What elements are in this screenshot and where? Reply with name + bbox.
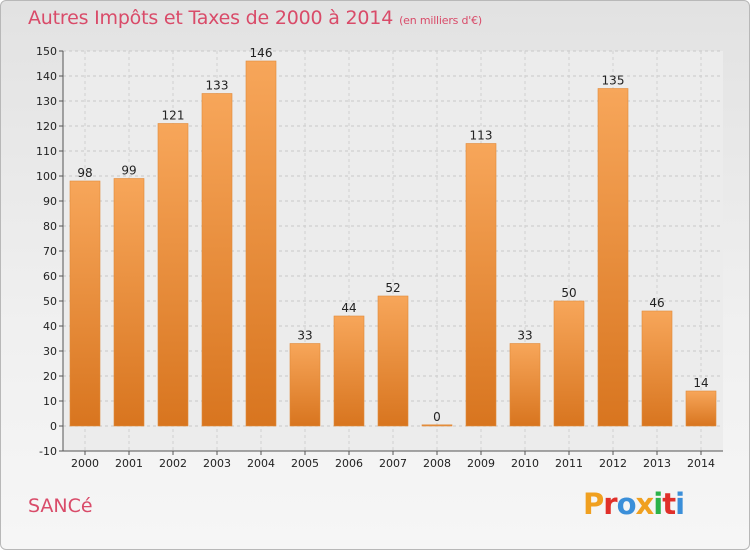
y-tick-label: 50 [43, 295, 57, 308]
x-tick-label: 2010 [511, 457, 539, 470]
logo-letter: x [635, 487, 655, 521]
bar [377, 295, 409, 427]
y-tick-label: 90 [43, 195, 57, 208]
y-tick-label: 10 [43, 395, 57, 408]
bar [553, 300, 585, 427]
bar-value-label: 14 [693, 376, 708, 390]
bar-value-label: 121 [162, 109, 185, 123]
bar-value-label: 99 [121, 164, 136, 178]
chart-title-text: Autres Impôts et Taxes de 2000 à 2014 [28, 7, 394, 29]
commune-name: SANCé [28, 495, 93, 517]
x-tick-label: 2002 [159, 457, 187, 470]
x-tick-label: 2006 [335, 457, 363, 470]
y-tick-label: 130 [36, 95, 57, 108]
bar-value-label: 46 [649, 296, 664, 310]
y-tick-label: 140 [36, 70, 57, 83]
bar [465, 143, 497, 427]
y-tick-label: 0 [50, 420, 57, 433]
bar [245, 60, 277, 427]
logo-letter: r [603, 487, 617, 521]
y-tick-label: 20 [43, 370, 57, 383]
x-tick-label: 2011 [555, 457, 583, 470]
logo-letter: i [675, 487, 685, 521]
bar [201, 93, 233, 427]
x-tick-label: 2005 [291, 457, 319, 470]
bar [113, 178, 145, 427]
bar [685, 390, 717, 427]
y-tick-label: 80 [43, 220, 57, 233]
x-tick-label: 2008 [423, 457, 451, 470]
bar-value-label: 98 [77, 166, 92, 180]
bar-value-label: 135 [602, 74, 625, 88]
x-tick-label: 2001 [115, 457, 143, 470]
bar-value-label: 0 [433, 410, 441, 424]
bar-value-label: 33 [297, 329, 312, 343]
logo-letter: t [662, 487, 676, 521]
proxiti-logo: Proxiti [583, 487, 685, 521]
bar-value-label: 33 [517, 329, 532, 343]
x-tick-label: 2000 [71, 457, 99, 470]
logo-letter: P [583, 487, 604, 521]
bar-value-label: 52 [385, 281, 400, 295]
y-tick-label: 30 [43, 345, 57, 358]
y-tick-label: 40 [43, 320, 57, 333]
bar-value-label: 50 [561, 286, 576, 300]
y-tick-label: -10 [39, 445, 57, 458]
bar-value-label: 44 [341, 301, 356, 315]
bar-value-label: 133 [206, 79, 229, 93]
y-tick-label: 100 [36, 170, 57, 183]
bar [333, 315, 365, 427]
bar-value-label: 113 [470, 129, 493, 143]
y-tick-label: 150 [36, 45, 57, 58]
x-tick-label: 2009 [467, 457, 495, 470]
x-tick-label: 2004 [247, 457, 275, 470]
y-tick-label: 70 [43, 245, 57, 258]
bar [289, 343, 321, 427]
y-tick-label: 110 [36, 145, 57, 158]
bar-value-label: 146 [250, 46, 273, 60]
bar [421, 424, 453, 427]
bar [509, 343, 541, 427]
chart-title: Autres Impôts et Taxes de 2000 à 2014 (en… [28, 7, 482, 29]
x-tick-label: 2013 [643, 457, 671, 470]
x-tick-label: 2012 [599, 457, 627, 470]
logo-letter: i [653, 487, 663, 521]
bar [69, 180, 101, 427]
x-tick-label: 2014 [687, 457, 715, 470]
x-tick-label: 2007 [379, 457, 407, 470]
bar [597, 88, 629, 427]
bar [641, 310, 673, 427]
x-tick-label: 2003 [203, 457, 231, 470]
y-tick-label: 120 [36, 120, 57, 133]
logo-letter: o [616, 487, 637, 521]
bar [157, 123, 189, 427]
y-tick-label: 60 [43, 270, 57, 283]
chart-subtitle: (en milliers d'€) [399, 14, 482, 27]
